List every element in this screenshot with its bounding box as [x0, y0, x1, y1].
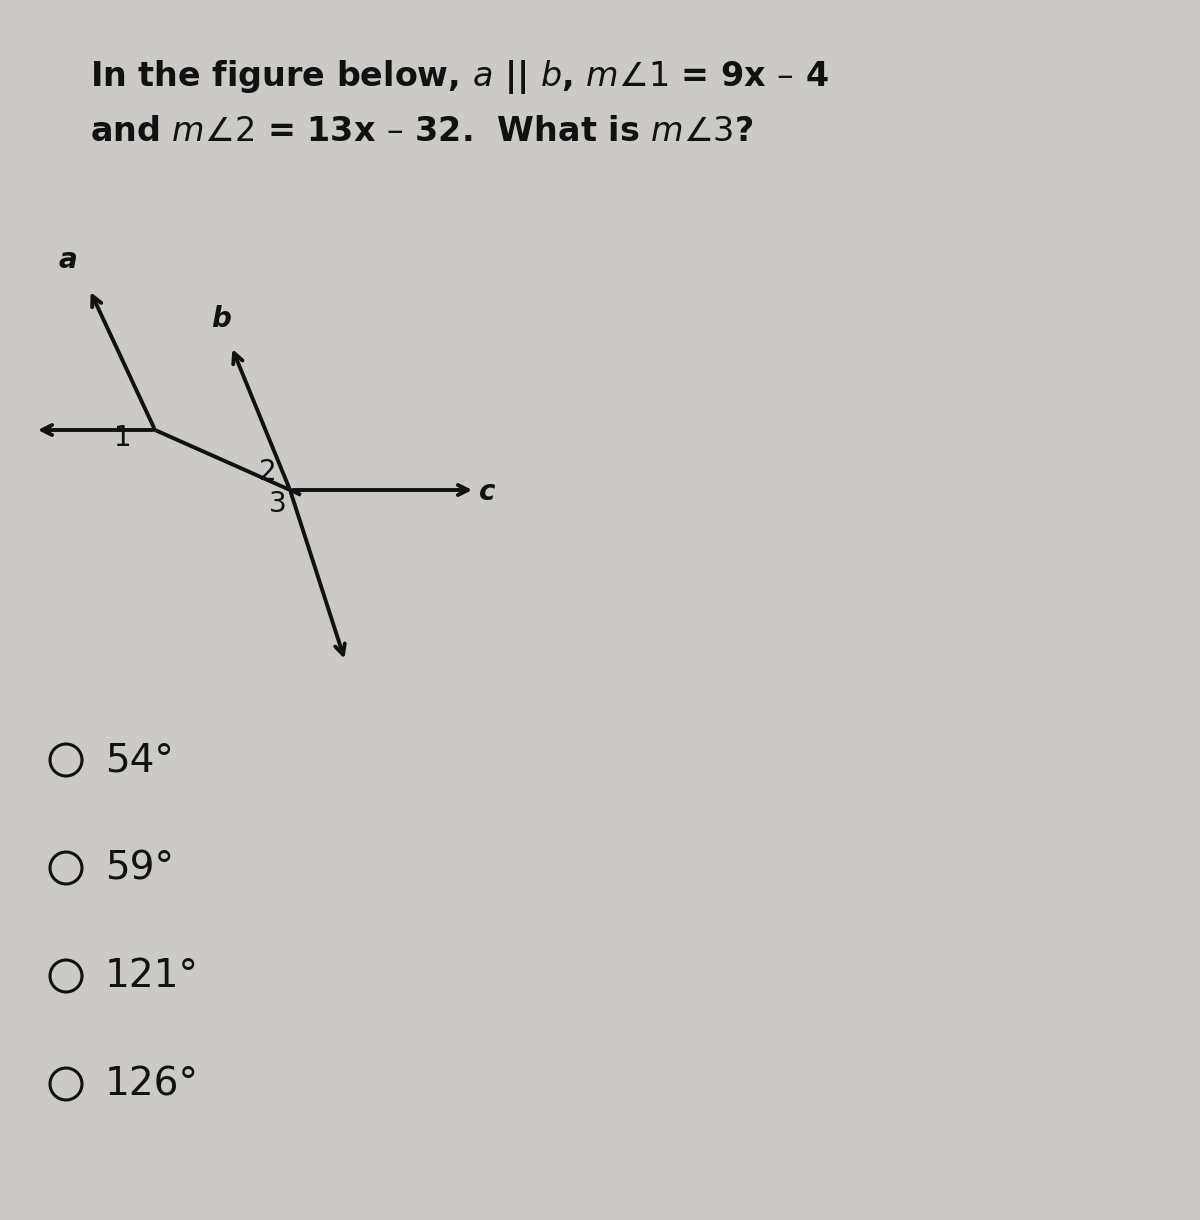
Text: 1: 1 [114, 425, 132, 451]
Text: 121°: 121° [106, 956, 199, 996]
Text: c: c [479, 478, 496, 506]
Text: 126°: 126° [106, 1065, 199, 1103]
Text: 2: 2 [259, 458, 277, 486]
Text: and $m\angle{2}$ = 13x – 32.  What is $m\angle{3}$?: and $m\angle{2}$ = 13x – 32. What is $m\… [90, 115, 754, 148]
Text: 54°: 54° [106, 741, 174, 780]
Text: a: a [58, 245, 77, 273]
Text: 59°: 59° [106, 849, 174, 887]
Text: 3: 3 [269, 490, 287, 518]
Text: b: b [211, 305, 232, 333]
Text: In the figure below, $a$ || $b$, $m\angle{1}$ = 9x – 4: In the figure below, $a$ || $b$, $m\angl… [90, 59, 829, 96]
